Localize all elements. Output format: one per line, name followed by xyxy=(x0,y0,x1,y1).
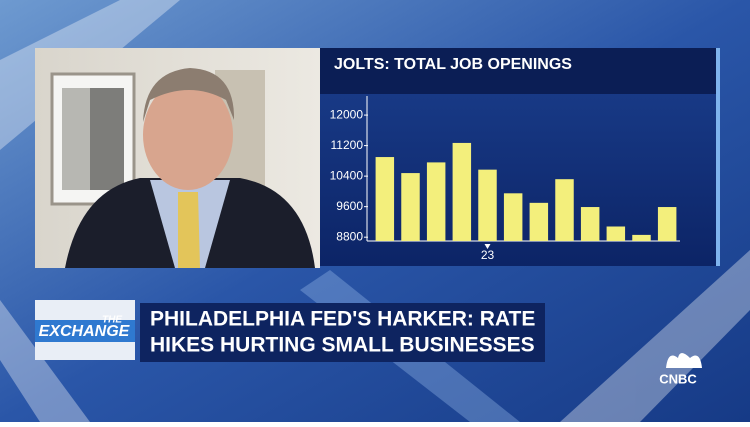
show-logo-band xyxy=(35,320,135,342)
bar xyxy=(606,226,626,241)
headline-line: PHILADELPHIA FED'S HARKER: RATE xyxy=(150,308,535,331)
x-tick xyxy=(484,244,491,249)
bar xyxy=(452,142,472,241)
panel-edge xyxy=(716,48,720,266)
headline-box xyxy=(140,303,545,362)
chart-title-bar xyxy=(320,48,720,94)
bar xyxy=(580,207,600,241)
bar xyxy=(529,202,549,241)
show-logo-main: EXCHANGE xyxy=(39,323,131,340)
y-tick-label: 12000 xyxy=(330,107,364,121)
bar xyxy=(401,173,420,241)
plot: 8800 9600 10400 11200 12000 23 xyxy=(330,96,680,262)
y-tick-label: 8800 xyxy=(336,229,363,243)
video-feed xyxy=(35,48,320,268)
bar xyxy=(426,162,446,241)
bar xyxy=(478,169,497,241)
network-name: CNBC xyxy=(659,371,697,386)
x-tick-label: 23 xyxy=(481,248,495,262)
show-logo-top: THE xyxy=(102,315,122,326)
chart-title: JOLTS: TOTAL JOB OPENINGS xyxy=(334,56,572,73)
headline-line: HIKES HURTING SMALL BUSINESSES xyxy=(150,334,535,357)
y-tick-label: 9600 xyxy=(336,199,363,213)
bar xyxy=(657,207,677,241)
y-tick-label: 10400 xyxy=(330,168,364,182)
bar xyxy=(632,234,651,241)
network-logo: CNBC xyxy=(659,353,702,386)
y-tick-label: 11200 xyxy=(331,138,364,152)
bar xyxy=(375,157,395,241)
bar xyxy=(503,193,523,241)
bar xyxy=(555,179,574,241)
